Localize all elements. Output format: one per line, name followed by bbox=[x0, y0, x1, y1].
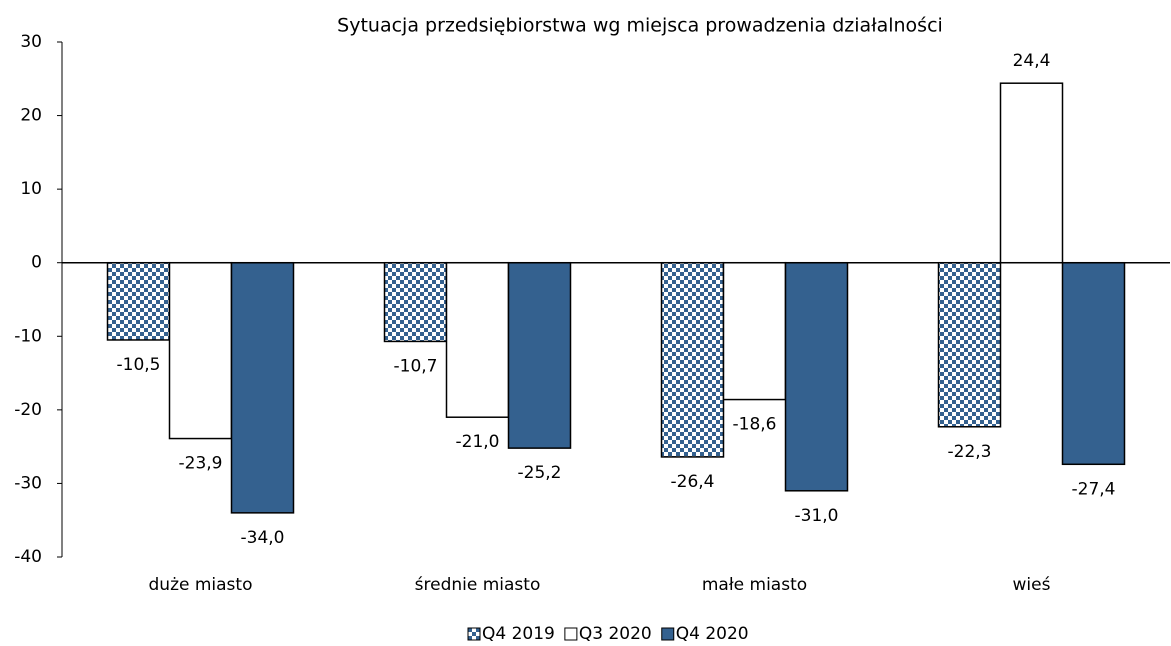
bar bbox=[507, 261, 572, 449]
bar bbox=[106, 261, 171, 341]
value-label: -10,7 bbox=[394, 356, 438, 376]
legend-swatch bbox=[661, 627, 675, 641]
value-label: -23,9 bbox=[179, 454, 223, 474]
legend-swatch bbox=[564, 627, 578, 641]
value-label: -18,6 bbox=[733, 415, 777, 435]
y-tick-label: 30 bbox=[20, 32, 42, 52]
value-label: -22,3 bbox=[948, 442, 992, 462]
y-tick-label: 0 bbox=[31, 253, 42, 273]
bar bbox=[999, 82, 1064, 264]
y-tick-label: -20 bbox=[14, 400, 42, 420]
legend-label: Q4 2019 bbox=[482, 624, 555, 644]
value-label: -21,0 bbox=[456, 432, 500, 452]
legend-swatch bbox=[467, 627, 481, 641]
y-tick-label: -30 bbox=[14, 473, 42, 493]
bar bbox=[230, 261, 295, 514]
value-label: -25,2 bbox=[518, 463, 562, 483]
x-tick-label: małe miasto bbox=[702, 575, 807, 595]
value-label: -34,0 bbox=[241, 528, 285, 548]
bar bbox=[937, 261, 1002, 428]
x-tick-label: średnie miasto bbox=[415, 575, 541, 595]
value-label: 24,4 bbox=[1013, 51, 1051, 71]
y-tick-label: 20 bbox=[20, 106, 42, 126]
bar bbox=[660, 261, 725, 458]
bar bbox=[784, 261, 849, 492]
chart-title: Sytuacja przedsiębiorstwa wg miejsca pro… bbox=[337, 15, 943, 37]
bar bbox=[1061, 261, 1126, 466]
bar bbox=[168, 261, 233, 440]
value-label: -31,0 bbox=[795, 506, 839, 526]
value-label: -10,5 bbox=[117, 355, 161, 375]
legend-label: Q4 2020 bbox=[676, 624, 749, 644]
bar bbox=[722, 261, 787, 401]
value-label: -27,4 bbox=[1072, 479, 1116, 499]
y-tick-label: -10 bbox=[14, 326, 42, 346]
value-label: -26,4 bbox=[671, 472, 715, 492]
x-tick-label: duże miasto bbox=[149, 575, 253, 595]
y-tick-label: 10 bbox=[20, 179, 42, 199]
x-tick-label: wieś bbox=[1013, 575, 1051, 595]
bar bbox=[383, 261, 448, 343]
y-tick-label: -40 bbox=[14, 547, 42, 567]
bar bbox=[445, 261, 510, 418]
legend-label: Q3 2020 bbox=[579, 624, 652, 644]
